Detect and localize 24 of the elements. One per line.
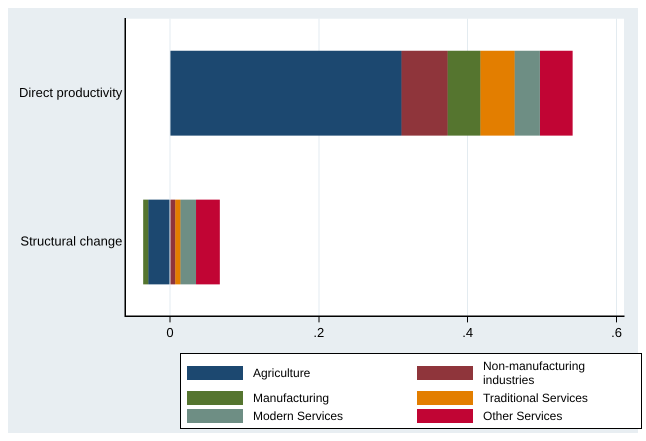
- bar: [170, 200, 176, 284]
- legend-label: Traditional Services: [483, 391, 588, 405]
- x-tick-label: .2: [313, 324, 324, 340]
- legend-label: Manufacturing: [253, 391, 330, 405]
- bar: [448, 50, 480, 136]
- x-tick-label: 0: [166, 324, 174, 340]
- y-tick-label: Direct productivity: [18, 84, 123, 100]
- bar: [148, 200, 170, 284]
- bar: [175, 200, 180, 284]
- bar: [143, 200, 148, 284]
- legend-label: Non-manufacturing industries: [483, 359, 586, 387]
- x-tick-label: .6: [611, 324, 622, 340]
- bar: [180, 200, 196, 284]
- x-tick-label: .4: [462, 324, 474, 340]
- legend-label: Agriculture: [253, 366, 310, 380]
- bar: [540, 50, 573, 136]
- bar: [514, 50, 540, 136]
- legend-label: Other Services: [483, 409, 562, 423]
- bar: [401, 50, 448, 136]
- legend-label: Modern Services: [253, 409, 344, 423]
- y-tick-label: Structural change: [20, 234, 122, 249]
- bar: [480, 50, 515, 136]
- bar: [170, 50, 402, 136]
- bar: [196, 200, 220, 284]
